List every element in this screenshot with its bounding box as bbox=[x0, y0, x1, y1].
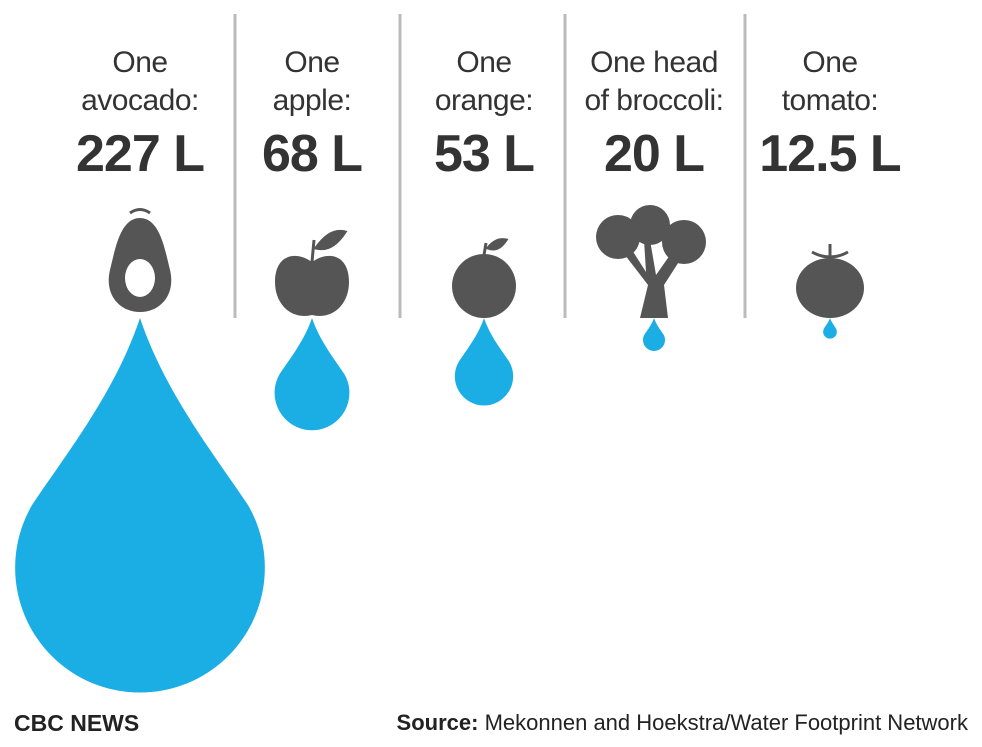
item-label: One orange: bbox=[434, 46, 534, 117]
drop bbox=[454, 318, 514, 406]
value-label: 12.5 L bbox=[759, 125, 901, 183]
avocado-stem bbox=[129, 208, 151, 215]
value-label: 20 L bbox=[603, 125, 705, 183]
value-label: 68 L bbox=[261, 125, 363, 183]
drop bbox=[823, 318, 837, 339]
icons bbox=[108, 205, 864, 318]
tomato-icon bbox=[796, 258, 864, 318]
apple-leaf bbox=[310, 229, 348, 263]
orange-leaf bbox=[482, 238, 509, 256]
logo: CBC NEWS bbox=[14, 710, 140, 736]
drop bbox=[643, 318, 665, 352]
source: Source: Mekonnen and Hoekstra/Water Foot… bbox=[397, 710, 968, 736]
value-label: 227 L bbox=[76, 125, 205, 183]
item-label: One head of broccoli: bbox=[584, 46, 724, 117]
broccoli-floret bbox=[596, 215, 640, 259]
item-label: One apple: bbox=[272, 46, 352, 117]
broccoli-stem bbox=[625, 240, 680, 318]
broccoli-floret bbox=[630, 205, 670, 245]
dividers bbox=[233, 14, 747, 318]
drop bbox=[15, 318, 265, 693]
value-label: 53 L bbox=[433, 125, 535, 183]
orange-icon bbox=[452, 254, 516, 318]
avocado-seed bbox=[125, 259, 155, 297]
item-label: One avocado: bbox=[81, 46, 199, 117]
source-text: Mekonnen and Hoekstra/Water Footprint Ne… bbox=[484, 710, 968, 735]
item-label: One tomato: bbox=[781, 46, 879, 117]
source-label: Source: bbox=[396, 710, 479, 735]
apple-icon bbox=[275, 255, 349, 316]
tomato-stem bbox=[811, 244, 849, 259]
drops bbox=[15, 318, 837, 693]
drop bbox=[274, 318, 350, 431]
broccoli-floret bbox=[662, 220, 706, 264]
